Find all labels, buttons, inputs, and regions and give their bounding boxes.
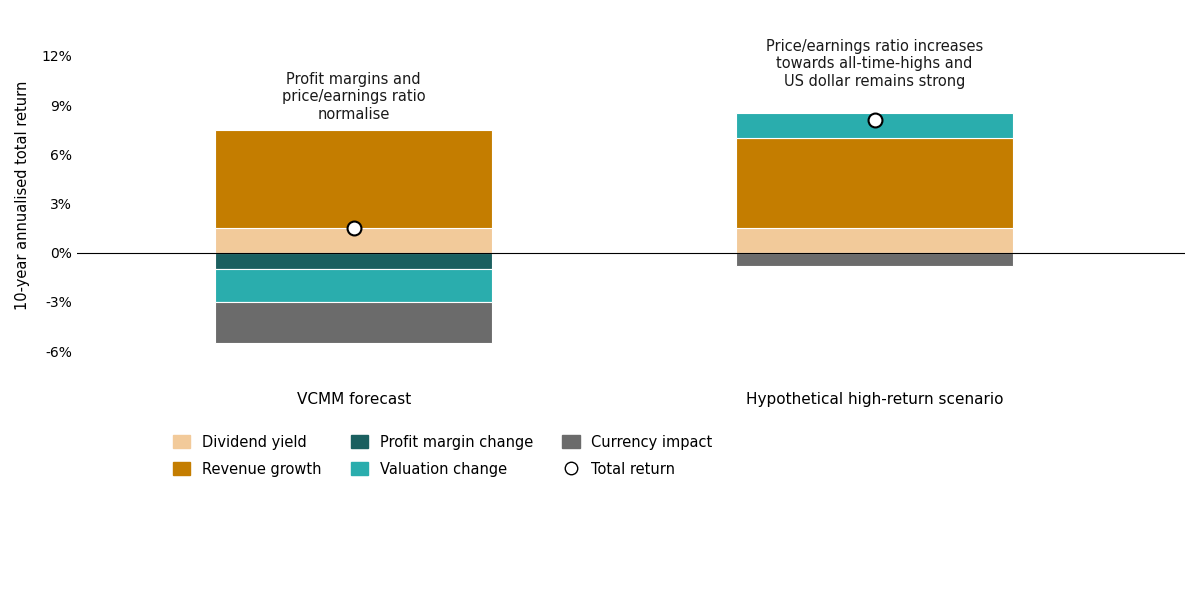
Bar	[215, 253, 492, 269]
Bar	[736, 138, 1013, 228]
Bar	[736, 228, 1013, 253]
Point	[865, 115, 884, 125]
Text: Profit margins and
price/earnings ratio
normalise: Profit margins and price/earnings ratio …	[282, 72, 426, 122]
Bar	[215, 130, 492, 228]
Point	[344, 223, 364, 233]
Bar	[215, 228, 492, 253]
Bar	[215, 302, 492, 343]
Bar	[215, 269, 492, 302]
Y-axis label: 10-year annualised total return: 10-year annualised total return	[14, 80, 30, 310]
Bar	[736, 253, 1013, 266]
Text: Price/earnings ratio increases
towards all-time-highs and
US dollar remains stro: Price/earnings ratio increases towards a…	[766, 39, 983, 89]
Bar	[736, 113, 1013, 138]
Legend: Dividend yield, Revenue growth, Profit margin change, Valuation change, Currency: Dividend yield, Revenue growth, Profit m…	[173, 435, 713, 476]
